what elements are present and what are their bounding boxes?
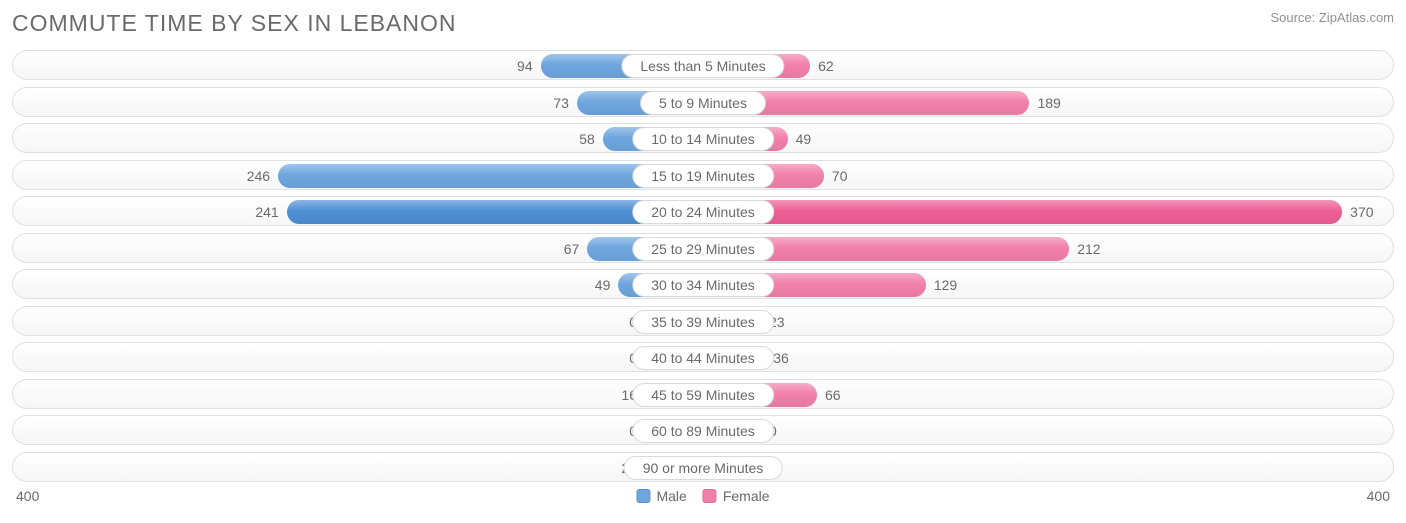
category-pill: 90 or more Minutes (624, 456, 783, 480)
chart-row: 67 212 25 to 29 Minutes (12, 233, 1394, 263)
source-attribution: Source: ZipAtlas.com (1270, 10, 1394, 25)
male-value: 67 (564, 234, 580, 264)
rows-area: 94 62 Less than 5 Minutes 73 189 5 to 9 Minut… (12, 50, 1394, 482)
male-value: 241 (255, 197, 278, 227)
legend: Male Female (636, 488, 769, 504)
male-value: 73 (553, 88, 569, 118)
category-pill: 15 to 19 Minutes (632, 164, 774, 188)
female-value: 189 (1037, 88, 1060, 118)
chart-row: 246 70 15 to 19 Minutes (12, 160, 1394, 190)
male-value: 246 (247, 161, 270, 191)
category-pill: 20 to 24 Minutes (632, 200, 774, 224)
footer: 400 Male Female 400 (12, 488, 1394, 512)
female-value: 66 (825, 380, 841, 410)
legend-label: Female (723, 488, 770, 504)
header: COMMUTE TIME BY SEX IN LEBANON Source: Z… (12, 10, 1394, 50)
female-bar (703, 200, 1342, 224)
category-pill: 35 to 39 Minutes (632, 310, 774, 334)
chart-row: 49 129 30 to 34 Minutes (12, 269, 1394, 299)
chart-row: 27090 or more Minutes (12, 452, 1394, 482)
chart-row: 58 49 10 to 14 Minutes (12, 123, 1394, 153)
chart-row: 0060 to 89 Minutes (12, 415, 1394, 445)
chart-row: 02335 to 39 Minutes (12, 306, 1394, 336)
legend-label: Male (656, 488, 686, 504)
legend-item: Female (703, 488, 770, 504)
category-pill: 5 to 9 Minutes (640, 91, 766, 115)
male-value: 49 (595, 270, 611, 300)
chart-title: COMMUTE TIME BY SEX IN LEBANON (12, 10, 457, 37)
female-value: 129 (934, 270, 957, 300)
category-pill: 10 to 14 Minutes (632, 127, 774, 151)
chart-container: COMMUTE TIME BY SEX IN LEBANON Source: Z… (0, 0, 1406, 523)
category-pill: 25 to 29 Minutes (632, 237, 774, 261)
category-pill: 30 to 34 Minutes (632, 273, 774, 297)
male-value: 94 (517, 51, 533, 81)
female-value: 370 (1350, 197, 1373, 227)
female-swatch (703, 489, 717, 503)
female-value: 70 (832, 161, 848, 191)
legend-item: Male (636, 488, 686, 504)
chart-row: 03640 to 44 Minutes (12, 342, 1394, 372)
category-pill: 60 to 89 Minutes (632, 419, 774, 443)
category-pill: Less than 5 Minutes (621, 54, 784, 78)
male-swatch (636, 489, 650, 503)
chart-row: 241 370 20 to 24 Minutes (12, 196, 1394, 226)
female-value: 62 (818, 51, 834, 81)
chart-row: 73 189 5 to 9 Minutes (12, 87, 1394, 117)
axis-max-left: 400 (16, 488, 39, 504)
chart-row: 166645 to 59 Minutes (12, 379, 1394, 409)
axis-max-right: 400 (1367, 488, 1390, 504)
chart-row: 94 62 Less than 5 Minutes (12, 50, 1394, 80)
male-value: 58 (579, 124, 595, 154)
female-value: 36 (773, 343, 789, 373)
female-value: 49 (796, 124, 812, 154)
category-pill: 40 to 44 Minutes (632, 346, 774, 370)
category-pill: 45 to 59 Minutes (632, 383, 774, 407)
female-value: 212 (1077, 234, 1100, 264)
